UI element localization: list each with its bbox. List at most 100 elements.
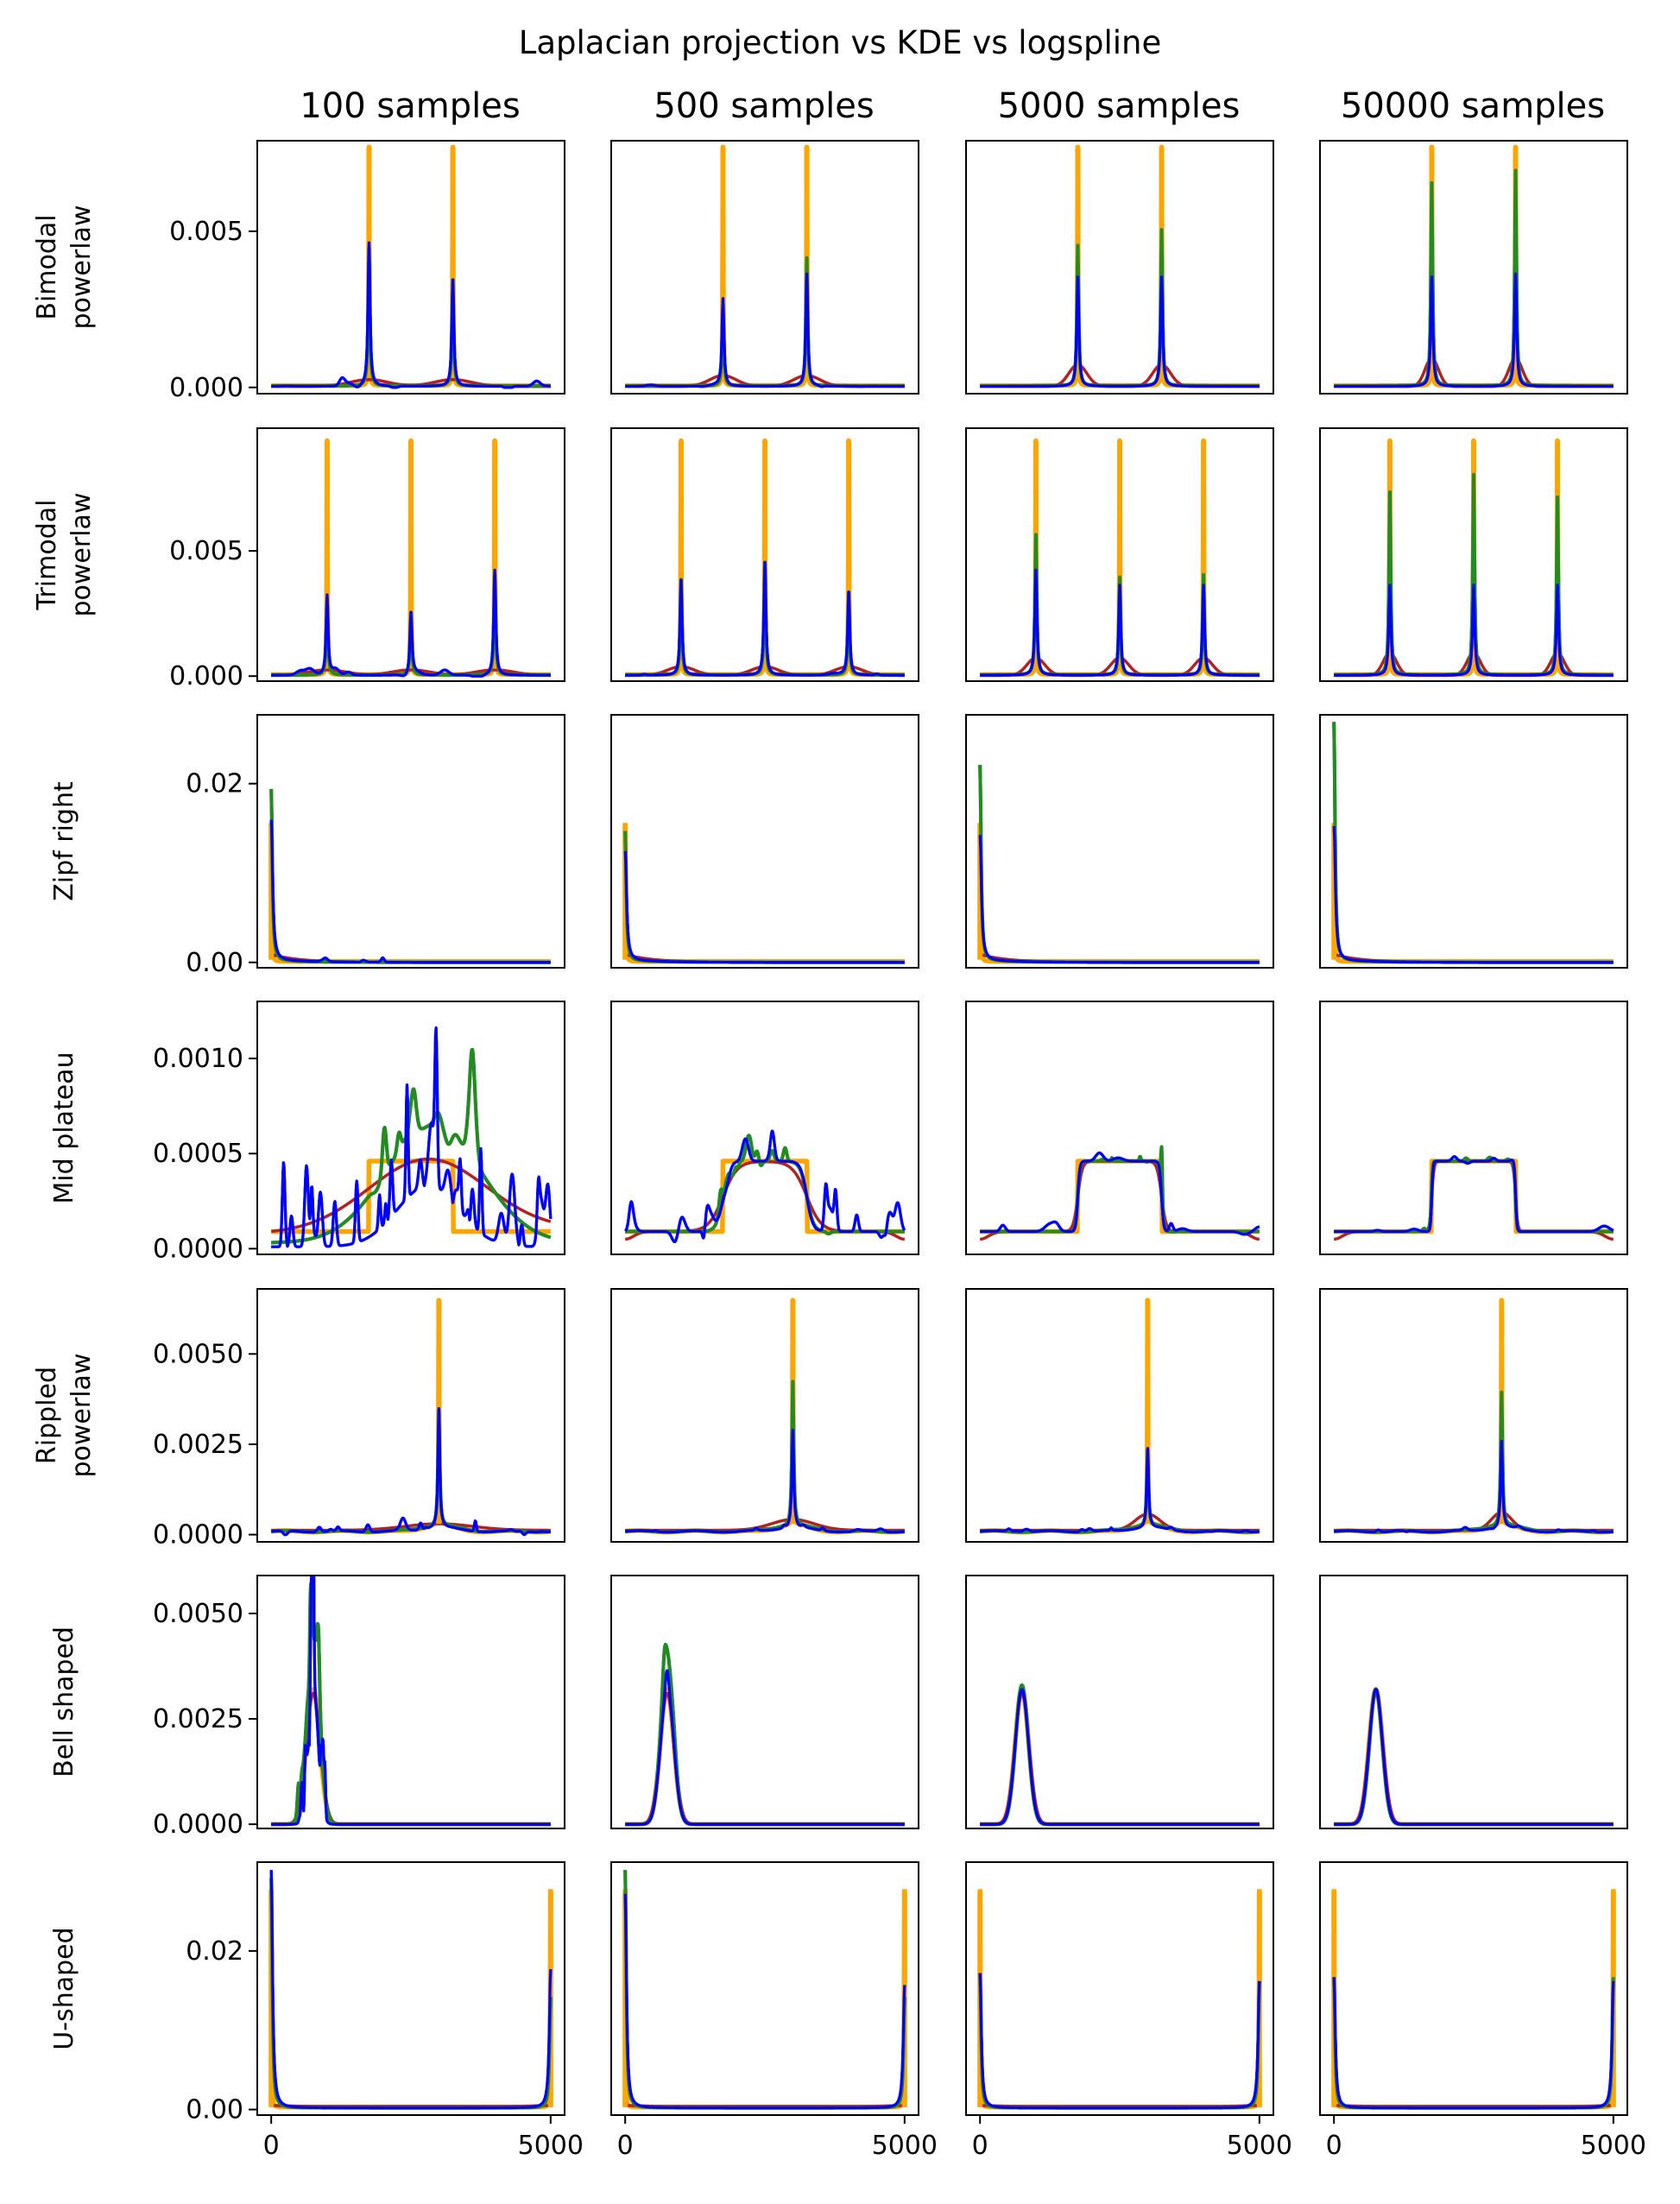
laplacian-projection-line <box>978 1448 1261 1534</box>
y-tick-label: 0.00 <box>186 2095 243 2125</box>
logspline-line-overlay <box>979 1688 1260 1826</box>
panel-frame <box>256 1288 565 1543</box>
laplacian-projection-line <box>1332 722 1615 964</box>
logspline-line-overlay <box>270 241 552 389</box>
laplacian-projection-line-overlay <box>1332 1390 1615 1534</box>
logspline-line <box>270 1407 552 1537</box>
panel-r6-c2: 0 5000 <box>965 1861 1292 2161</box>
row-label-3-line-0: Mid plateau <box>49 1051 79 1203</box>
laplacian-projection-line-overlay <box>623 1134 906 1236</box>
logspline-line-overlay <box>270 1407 552 1537</box>
kde-line <box>270 1691 552 1826</box>
x-tick-label: 0 <box>972 2131 988 2161</box>
y-tick-label: 0.0000 <box>153 1234 243 1264</box>
logspline-line <box>979 1688 1260 1826</box>
plot-area <box>1332 438 1615 678</box>
kde-line <box>979 1159 1260 1241</box>
plot-area <box>623 1129 906 1243</box>
plot-area <box>978 438 1261 678</box>
logspline-line-overlay <box>624 272 906 388</box>
laplacian-projection-line <box>269 1878 553 2110</box>
y-tick-label: 0.0010 <box>153 1044 243 1074</box>
row-label-5-line-0: Bell shaped <box>49 1626 79 1778</box>
row-label-1-line-0: Trimodal <box>32 500 62 611</box>
x-tick-label: 5000 <box>518 2131 584 2161</box>
laplacian-projection-line-overlay <box>623 1380 906 1534</box>
true-density-line <box>978 1687 1261 1827</box>
panel-r6-c1: 0 5000 <box>610 1861 938 2161</box>
true-density-line <box>977 823 1261 964</box>
laplacian-projection-line-overlay <box>978 228 1261 388</box>
kde-line <box>1333 357 1614 388</box>
plot-area <box>268 1870 553 2110</box>
column-title-5000: 5000 samples <box>998 86 1241 126</box>
logspline-line <box>1333 1439 1614 1534</box>
column-title-500: 500 samples <box>654 86 874 126</box>
laplacian-projection-line-overlay <box>623 830 906 964</box>
laplacian-projection-line-overlay <box>1332 1155 1615 1234</box>
panel-r4-c2 <box>965 1288 1274 1543</box>
panel-r3-c3 <box>1319 1001 1628 1255</box>
y-tick-label: 0.0025 <box>153 1704 243 1734</box>
logspline-line-overlay <box>978 835 1260 964</box>
plot-area <box>622 1870 907 2110</box>
plot-area <box>269 1026 553 1248</box>
kde-line <box>979 1691 1260 1826</box>
true-density-line <box>978 1159 1261 1235</box>
panel-frame <box>1319 1861 1628 2116</box>
plot-area <box>623 144 906 388</box>
plot-area <box>1332 144 1615 388</box>
panel-frame <box>1319 1288 1628 1543</box>
logspline-line-overlay <box>1333 584 1614 677</box>
logspline-line-overlay <box>979 1151 1260 1236</box>
panel-r4-c1 <box>610 1288 919 1543</box>
x-tick-label: 5000 <box>1581 2131 1646 2161</box>
kde-line <box>624 1159 906 1241</box>
true-density-line <box>268 1889 553 2110</box>
plot-area <box>623 1298 906 1535</box>
laplacian-projection-line-overlay <box>978 1973 1261 2110</box>
logspline-line <box>1333 1688 1614 1826</box>
panel-frame <box>256 1001 565 1255</box>
panel-r2-c2 <box>965 714 1274 969</box>
y-tick-label: 0.0000 <box>153 1809 243 1840</box>
logspline-line-overlay <box>1333 272 1614 388</box>
panel-r3-c0: 0.0000 0.0005 0.0010 <box>153 1001 565 1264</box>
logspline-line <box>623 1893 906 2110</box>
plot-area <box>269 1576 553 1827</box>
laplacian-projection-line-overlay <box>623 1870 906 2110</box>
logspline-line <box>1333 1155 1614 1234</box>
panel-frame <box>965 1001 1274 1255</box>
true-density-line <box>1332 1298 1615 1535</box>
laplacian-projection-line-overlay <box>269 1408 553 1534</box>
plot-area <box>1331 722 1615 964</box>
panel-frame <box>610 140 919 395</box>
logspline-line-overlay <box>269 1870 553 2110</box>
panel-frame <box>610 1288 919 1543</box>
kde-line <box>624 1691 906 1826</box>
y-tick-label: 0.00 <box>186 948 243 978</box>
laplacian-projection-line-overlay <box>1332 722 1615 964</box>
panel-frame <box>256 1861 565 2116</box>
plot-area <box>1332 1298 1615 1535</box>
laplacian-projection-line <box>1332 1155 1615 1234</box>
laplacian-projection-line <box>978 1683 1261 1827</box>
panel-r1-c2 <box>965 427 1274 682</box>
true-density-line <box>978 144 1261 388</box>
panel-r3-c2 <box>965 1001 1274 1255</box>
panel-frame <box>610 1861 919 2116</box>
panel-frame <box>965 1288 1274 1543</box>
true-density-line <box>623 1687 906 1827</box>
figure-title: Laplacian projection vs KDE vs logspline <box>519 24 1161 61</box>
laplacian-projection-line-overlay <box>1332 1687 1615 1827</box>
logspline-line-overlay <box>623 850 906 964</box>
panel-r5-c3 <box>1319 1575 1628 1829</box>
panel-r0-c0: 0.000 0.005 <box>169 140 565 403</box>
row-label-4-line-1: powerlaw <box>66 1354 97 1478</box>
panel-frame <box>965 140 1274 395</box>
laplacian-projection-line-overlay <box>269 246 553 388</box>
kde-line <box>270 668 552 677</box>
plot-area <box>269 438 553 678</box>
